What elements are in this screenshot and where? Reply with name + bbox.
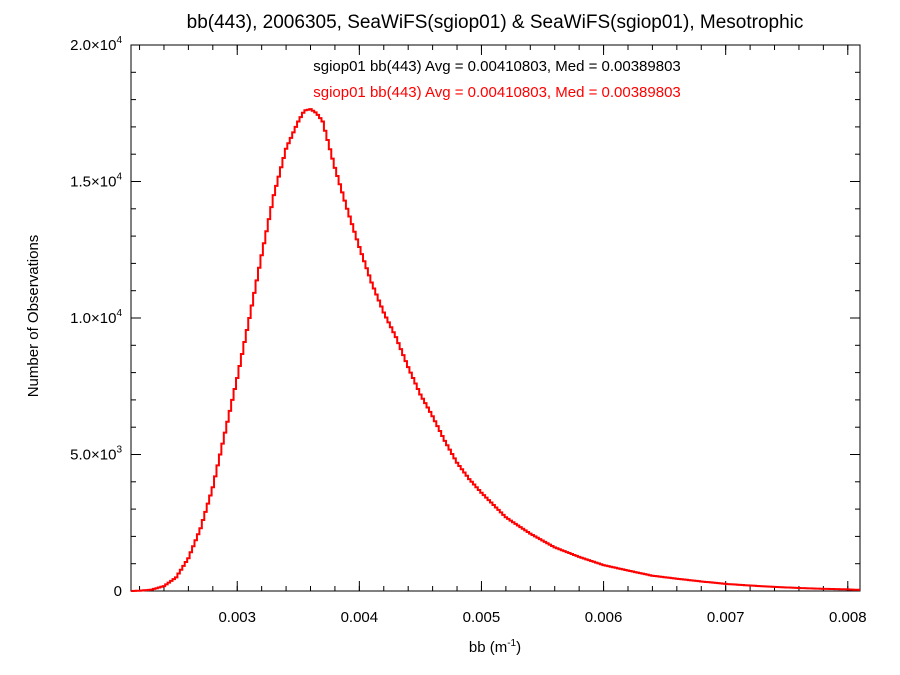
x-tick-label: 0.005 [463,609,501,626]
x-axis-label: bb (m-1) [469,638,521,656]
legend-entry: sgiop01 bb(443) Avg = 0.00410803, Med = … [313,58,681,75]
x-tick-label: 0.007 [707,609,745,626]
legend: sgiop01 bb(443) Avg = 0.00410803, Med = … [313,58,681,101]
y-tick-label: 5.0×103 [70,445,122,464]
plot-frame [130,44,861,592]
x-tick-label: 0.008 [829,609,867,626]
x-tick-label: 0.006 [585,609,623,626]
y-axis-label: Number of Observations [25,235,42,398]
x-axis-ticks: 0.003 0.004 0.005 0.006 0.007 0.008 [139,45,867,626]
y-tick-label: 0 [114,583,122,600]
y-axis-ticks: 0 5.0×103 1.0×104 1.5×104 2.0×104 [70,35,860,600]
x-tick-label: 0.003 [218,609,256,626]
y-tick-label: 1.5×104 [70,172,122,191]
legend-entry: sgiop01 bb(443) Avg = 0.00410803, Med = … [313,84,681,101]
y-tick-label: 2.0×104 [70,35,122,54]
x-tick-label: 0.004 [341,609,379,626]
chart-title: bb(443), 2006305, SeaWiFS(sgiop01) & Sea… [187,12,804,33]
y-tick-label: 1.0×104 [70,308,122,327]
series-layer [131,108,860,592]
histogram-series-line [131,108,860,592]
